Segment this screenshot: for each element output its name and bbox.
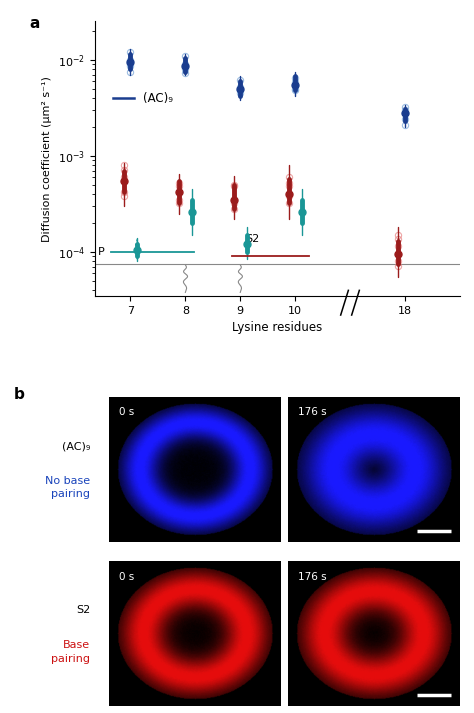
Text: 0 s: 0 s: [119, 572, 135, 582]
Text: P: P: [97, 247, 104, 257]
Legend: (AC)₉: (AC)₉: [108, 88, 178, 110]
X-axis label: Lysine residues: Lysine residues: [232, 321, 322, 334]
Text: S2: S2: [246, 234, 260, 244]
Text: No base
pairing: No base pairing: [45, 476, 90, 500]
Text: Base
pairing: Base pairing: [51, 640, 90, 664]
Text: S2: S2: [76, 605, 90, 615]
Text: b: b: [14, 386, 25, 401]
Text: (AC)₉: (AC)₉: [62, 441, 90, 451]
Text: a: a: [29, 16, 39, 31]
Text: 176 s: 176 s: [299, 572, 327, 582]
Y-axis label: Diffusion coefficient (μm² s⁻¹): Diffusion coefficient (μm² s⁻¹): [42, 76, 52, 242]
Text: 176 s: 176 s: [299, 407, 327, 417]
Text: 0 s: 0 s: [119, 407, 135, 417]
